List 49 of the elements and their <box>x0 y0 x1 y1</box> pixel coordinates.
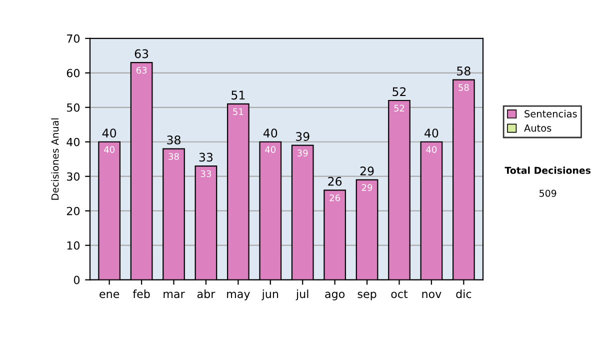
text: Total Decisiones <box>504 166 591 174</box>
data-label: 52 <box>394 104 404 112</box>
x-tick-label: jul <box>296 290 308 300</box>
x-tick-label: ene <box>100 292 120 298</box>
data-label: 39 <box>298 150 308 156</box>
total-label: 58 <box>457 66 470 76</box>
total-label: 33 <box>199 152 213 162</box>
total-label: 38 <box>167 135 180 144</box>
x-tick-label: nov <box>422 292 442 298</box>
y-tick-label: 50 <box>66 103 80 112</box>
data-label: 58 <box>458 84 469 91</box>
x-tick-label: jun <box>262 290 278 300</box>
y-tick-label: 20 <box>66 206 80 216</box>
legend-label: Autos <box>524 124 552 132</box>
text: 509 <box>540 190 556 197</box>
x-tick-label: mar <box>164 292 185 298</box>
total-label: 26 <box>328 176 342 186</box>
y-tick-label: 30 <box>66 172 80 181</box>
y-tick-label: 10 <box>67 241 80 250</box>
data-label: 40 <box>426 146 437 154</box>
total-label: 39 <box>296 132 310 141</box>
total-label: 63 <box>134 49 148 58</box>
data-label: 33 <box>200 170 211 178</box>
y-tick-label: 40 <box>66 138 80 146</box>
x-tick-label: sep <box>358 292 376 300</box>
total-label: 40 <box>263 128 278 138</box>
data-label: 40 <box>104 146 114 154</box>
y-tick-label: 0 <box>74 276 80 284</box>
data-label: 38 <box>168 153 179 160</box>
data-label: 26 <box>330 194 340 202</box>
x-tick-label: ago <box>325 292 345 300</box>
x-tick-label: abr <box>197 290 216 298</box>
y-tick-label: 70 <box>67 34 80 43</box>
data-label: 63 <box>136 66 147 74</box>
total-label: 40 <box>424 128 438 138</box>
x-tick-label: feb <box>132 290 150 298</box>
y-tick-label: 60 <box>66 68 80 78</box>
x-tick-label: may <box>227 292 250 300</box>
total-label: 51 <box>232 90 245 100</box>
total-label: 40 <box>102 128 116 138</box>
x-tick-label: dic <box>456 290 472 298</box>
total-label: 29 <box>360 166 374 176</box>
x-tick-label: oct <box>391 290 408 298</box>
total-label: 52 <box>392 87 406 96</box>
data-label: 29 <box>362 184 372 191</box>
legend-label: Sentencias <box>524 110 577 118</box>
y-axis-title: Decisiones Anual <box>51 118 59 200</box>
data-label: 51 <box>233 108 244 116</box>
data-label: 40 <box>265 146 276 154</box>
